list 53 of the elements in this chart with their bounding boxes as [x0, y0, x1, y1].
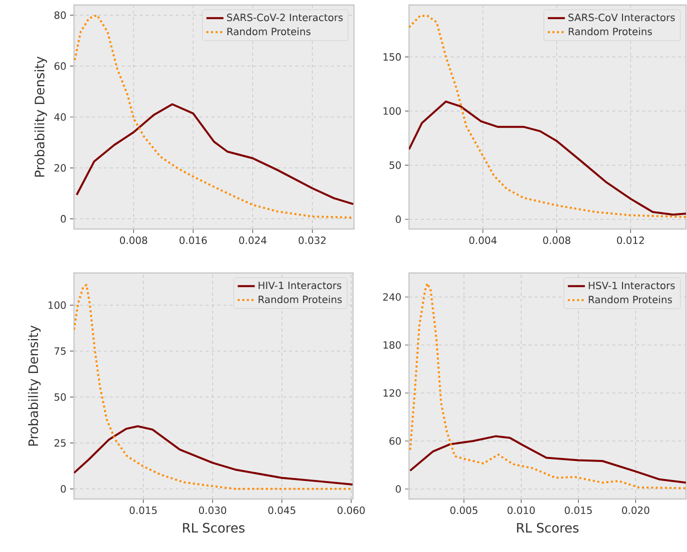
x-tick-label: 0.016 — [180, 236, 207, 244]
x-tick-label: 0.020 — [622, 506, 650, 514]
y-axis-title: Probability Density — [34, 56, 47, 177]
y-tick-label: 100 — [384, 107, 401, 115]
y-tick-label: 0 — [396, 485, 401, 493]
y-tick-label: 75 — [54, 347, 66, 355]
x-tick-label: 0.015 — [130, 506, 157, 514]
line-series — [409, 100, 686, 216]
y-tick-label: 120 — [384, 389, 401, 397]
y-tick-label: 100 — [48, 301, 66, 309]
legend-label: Random Proteins — [227, 28, 310, 36]
legend-label: HSV-1 Interactors — [588, 282, 675, 290]
x-tick-label: 0.012 — [617, 236, 644, 244]
y-tick-label: 25 — [54, 439, 66, 447]
x-axis-title: RL Scores — [517, 522, 579, 533]
legend-label: Random Proteins — [568, 28, 652, 36]
y-tick-label: 180 — [384, 341, 401, 349]
x-axis-title: RL Scores — [183, 522, 245, 533]
x-tick-label: 0.024 — [239, 236, 266, 244]
y-tick-label: 60 — [54, 62, 66, 70]
y-tick-label: 80 — [54, 11, 66, 19]
legend-label: SARS-CoV Interactors — [568, 14, 675, 22]
x-tick-label: 0.010 — [508, 506, 535, 514]
legend-label: Random Proteins — [588, 296, 672, 304]
x-tick-label: 0.005 — [450, 506, 478, 514]
y-tick-label: 50 — [390, 161, 401, 169]
y-tick-label: 40 — [54, 113, 66, 121]
y-tick-label: 240 — [383, 293, 401, 301]
x-tick-label: 0.004 — [469, 236, 497, 244]
y-tick-label: 0 — [60, 215, 66, 223]
x-tick-label: 0.008 — [543, 236, 570, 244]
line-series — [74, 425, 354, 486]
x-tick-label: 0.045 — [268, 506, 296, 514]
x-tick-label: 0.032 — [298, 236, 326, 244]
line-series — [74, 284, 354, 490]
line-series — [409, 435, 686, 484]
legend-label: SARS-CoV-2 Interactors — [227, 14, 343, 22]
y-axis-title: Probability Density — [28, 325, 41, 446]
line-series — [76, 103, 354, 206]
x-tick-label: 0.015 — [564, 506, 592, 514]
x-tick-label: 0.008 — [120, 236, 148, 244]
line-series — [409, 282, 686, 490]
line-series — [409, 14, 686, 218]
y-tick-label: 150 — [384, 53, 401, 61]
x-tick-label: 0.030 — [198, 506, 226, 514]
y-tick-label: 50 — [54, 393, 66, 401]
y-tick-label: 0 — [60, 485, 66, 493]
y-tick-label: 60 — [390, 437, 401, 445]
y-tick-label: 20 — [54, 164, 66, 172]
legend-label: Random Proteins — [258, 295, 342, 304]
legend-label: HIV-1 Interactors — [258, 282, 342, 290]
y-tick-label: 0 — [396, 215, 401, 224]
x-tick-label: 0.060 — [338, 506, 365, 514]
